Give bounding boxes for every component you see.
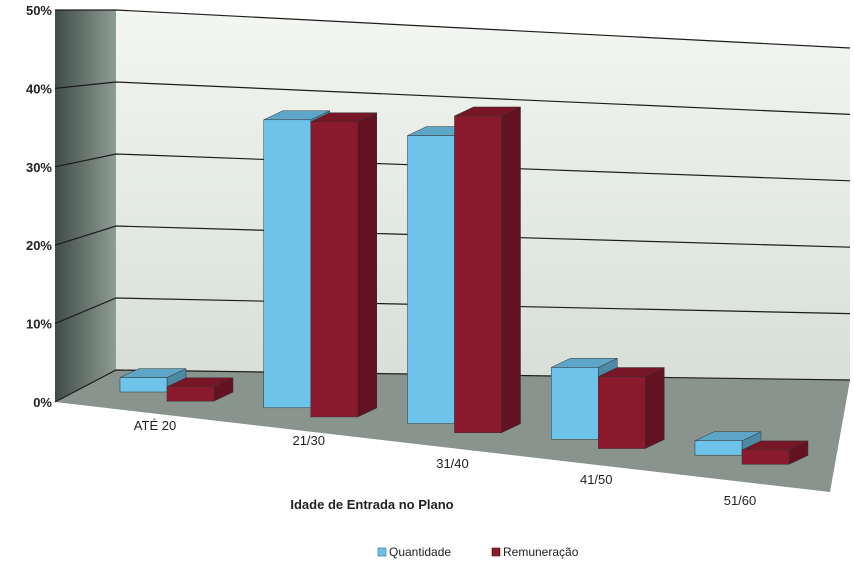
legend-label-remuneracao: Remuneração xyxy=(503,545,579,559)
bar xyxy=(694,440,743,456)
bar-side xyxy=(501,106,521,434)
y-tick-label: 30% xyxy=(26,160,52,175)
gridline xyxy=(55,9,851,49)
gridline xyxy=(54,297,851,325)
legend-label-quantidade: Quantidade xyxy=(389,545,451,559)
side-wall xyxy=(55,10,116,402)
bar xyxy=(407,135,455,424)
bar-side xyxy=(357,112,377,418)
bar xyxy=(598,376,646,449)
y-tick-label: 10% xyxy=(26,317,52,332)
bar xyxy=(119,377,168,393)
x-axis-title: Idade de Entrada no Plano xyxy=(290,497,453,512)
x-tick-label: 31/40 xyxy=(436,456,469,471)
legend-swatch-remuneracao xyxy=(491,547,501,557)
y-tick-label: 20% xyxy=(26,238,52,253)
bar xyxy=(263,119,311,409)
y-tick-label: 40% xyxy=(26,81,52,96)
x-tick-label: 21/30 xyxy=(292,433,325,448)
bar xyxy=(551,367,599,440)
y-tick-label: 50% xyxy=(26,3,52,18)
legend-swatch-quantidade xyxy=(377,547,387,557)
legend: Quantidade Remuneração xyxy=(377,545,579,559)
x-tick-label: ATÉ 20 xyxy=(134,418,176,433)
gridline xyxy=(54,225,851,248)
x-tick-label: 41/50 xyxy=(580,472,613,487)
bar-side xyxy=(645,367,665,449)
y-tick-label: 0% xyxy=(33,395,52,410)
bar xyxy=(166,386,215,402)
gridline xyxy=(54,81,851,115)
bar xyxy=(310,121,358,418)
bar xyxy=(454,115,502,433)
gridline xyxy=(54,153,851,182)
bar xyxy=(741,449,790,465)
x-tick-label: 51/60 xyxy=(724,493,757,508)
